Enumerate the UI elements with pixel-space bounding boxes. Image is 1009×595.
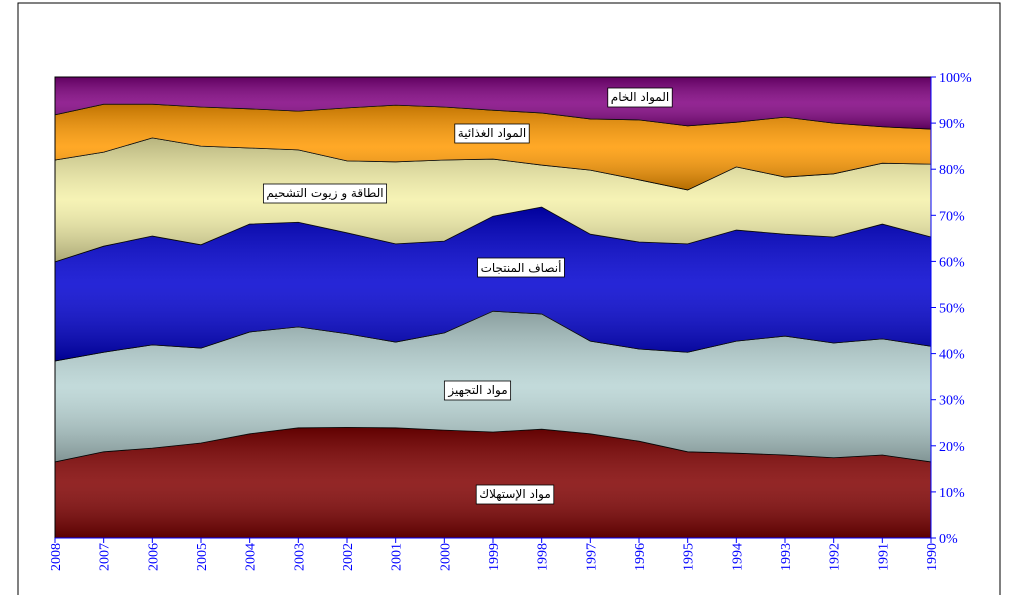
y-tick-label: 70% — [939, 209, 965, 224]
x-tick-label: 1993 — [779, 543, 794, 571]
x-tick-label: 2001 — [390, 543, 405, 571]
x-tick-label: 2008 — [49, 543, 64, 571]
x-tick-label: 1996 — [633, 543, 648, 571]
x-tick-label: 1997 — [584, 543, 599, 571]
x-tick-label: 1992 — [828, 543, 843, 571]
y-tick-label: 30% — [939, 394, 965, 409]
plot-area: 0% 10% 20% 30% 40% 50% 60% 70% 80% 90% 100% 2008 200… — [49, 71, 972, 571]
series-label: مواد التجهيز — [447, 383, 507, 398]
series-label-box — [607, 87, 673, 108]
x-tick-label: 2002 — [341, 543, 356, 571]
series-label-box — [477, 257, 565, 278]
series-label-box — [443, 380, 512, 401]
y-tick-label: 40% — [939, 348, 965, 363]
series-label: المواد الغذائية — [458, 126, 526, 141]
x-tick-label: 1995 — [682, 543, 697, 571]
x-tick-label: 2006 — [146, 543, 161, 571]
series-label: أنصاف المنتجات — [481, 260, 562, 275]
series-label-box — [454, 123, 530, 144]
x-tick-label: 1998 — [536, 543, 551, 571]
x-tick-label: 1990 — [925, 543, 940, 571]
x-tick-label: 2004 — [244, 543, 259, 571]
x-tick-label: 1991 — [876, 543, 891, 571]
y-tick-label: 10% — [939, 486, 965, 501]
y-tick-label: 20% — [939, 440, 965, 455]
x-tick-label: 1994 — [730, 543, 745, 571]
y-tick-label: 50% — [939, 302, 965, 317]
x-tick-label: 2007 — [98, 543, 113, 571]
y-tick-label: 60% — [939, 255, 965, 270]
series-label: الطاقة و زيوت التشحيم — [266, 186, 383, 201]
y-tick-label: 80% — [939, 163, 965, 178]
area-shade — [55, 77, 931, 130]
y-tick-label: 100% — [939, 71, 972, 86]
series-label-box — [475, 484, 555, 505]
x-tick-label: 1999 — [487, 543, 502, 571]
x-tick-label: 2005 — [195, 543, 210, 571]
area-shade — [55, 104, 931, 190]
series-label: المواد الخام — [611, 90, 669, 105]
area-shade — [55, 427, 931, 538]
y-tick-label: 0% — [939, 532, 958, 547]
area-shade — [55, 207, 931, 361]
area-shade — [55, 137, 931, 262]
y-tick-label: 90% — [939, 117, 965, 132]
series-label: مواد الإستهلاك — [479, 487, 551, 502]
series-label-box — [262, 183, 388, 204]
x-tick-label: 2000 — [438, 543, 453, 571]
x-tick-label: 2003 — [292, 543, 307, 571]
